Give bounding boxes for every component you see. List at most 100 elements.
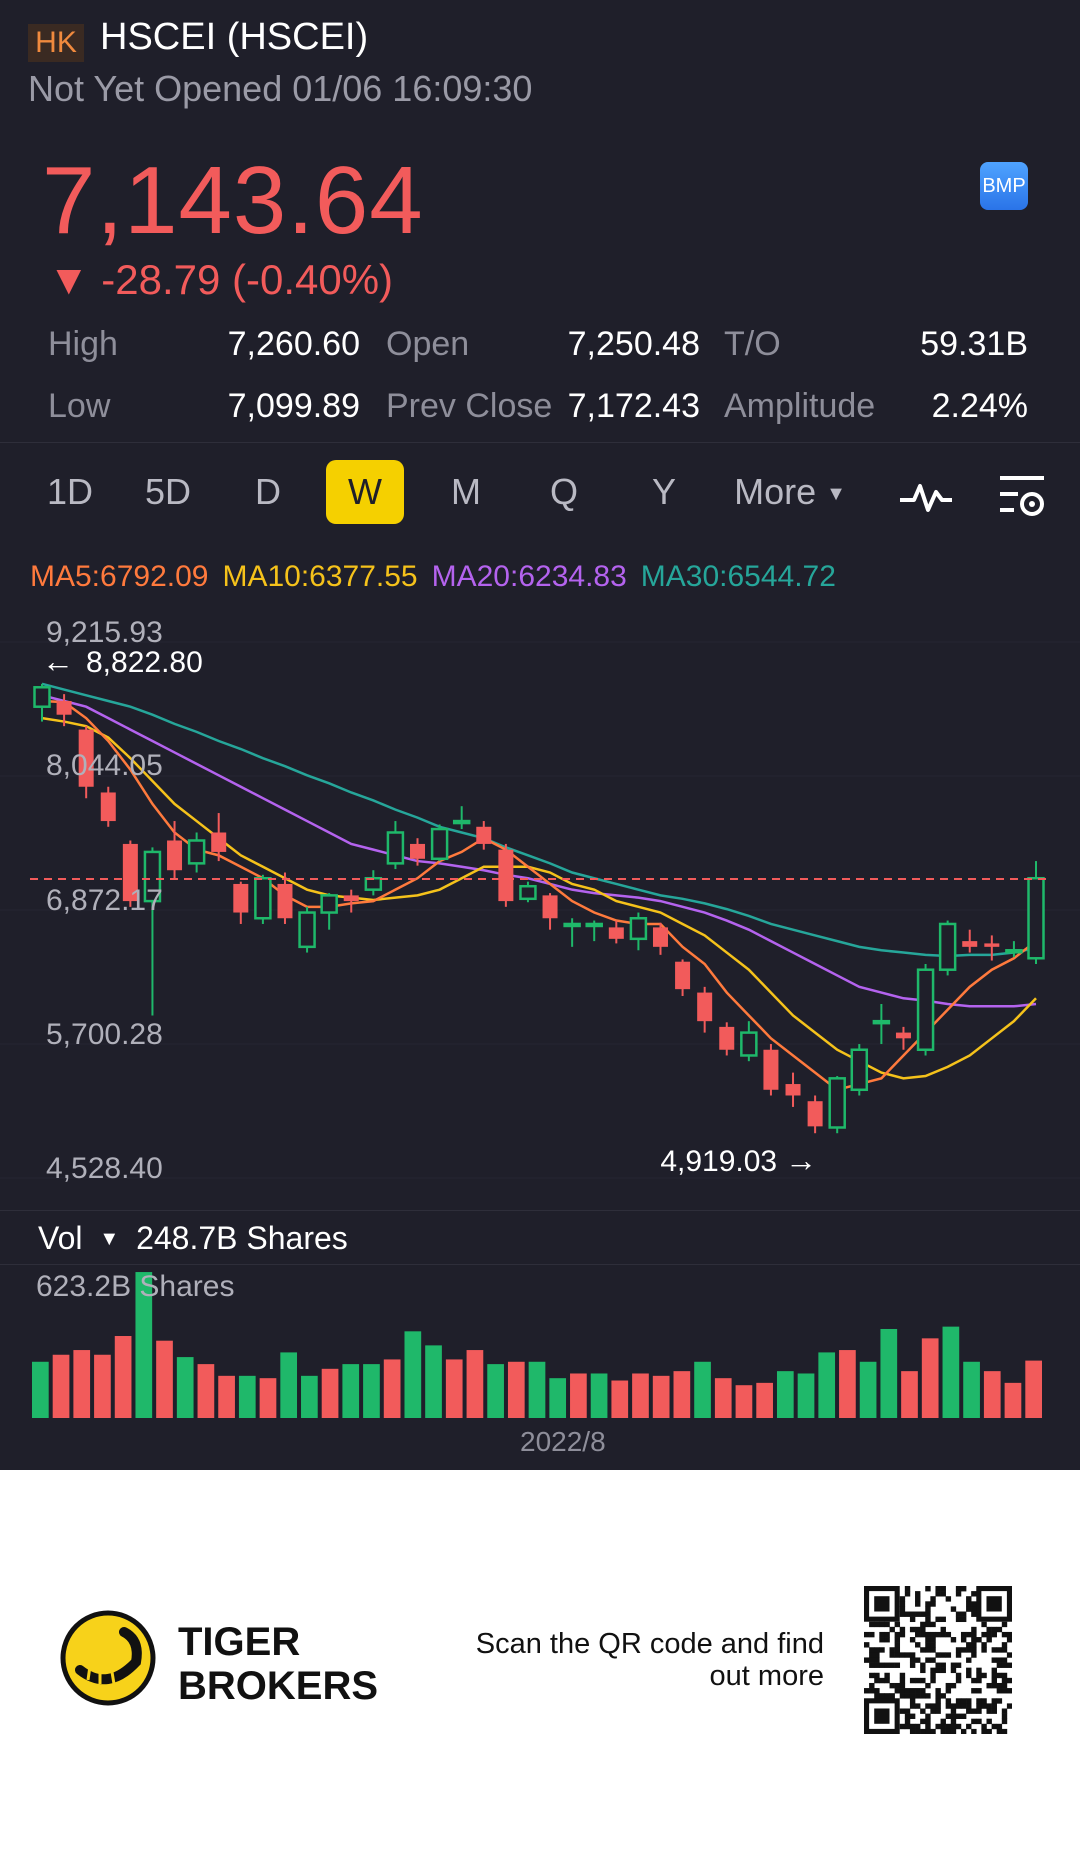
candle-body xyxy=(211,832,227,852)
candle xyxy=(430,824,449,862)
tab-more[interactable]: More ▼ xyxy=(730,460,850,524)
candle xyxy=(1027,861,1045,964)
candle-body xyxy=(807,1101,823,1127)
tab-q[interactable]: Q xyxy=(549,471,578,512)
candle-body xyxy=(343,895,359,902)
candle-body xyxy=(498,849,514,902)
candle-body xyxy=(675,961,691,990)
indicator-wave-icon[interactable] xyxy=(898,476,954,516)
low-value: 7,099.89 xyxy=(227,387,360,425)
bmp-icon[interactable]: BMP xyxy=(980,162,1028,210)
candle-body xyxy=(608,927,624,939)
tab-d[interactable]: D xyxy=(255,471,281,512)
volume-bar xyxy=(280,1352,298,1418)
volume-bar xyxy=(156,1340,173,1418)
chart-settings-icon[interactable] xyxy=(998,472,1048,520)
candle-body xyxy=(1005,949,1023,954)
candle-body xyxy=(697,992,713,1022)
candle xyxy=(211,813,227,862)
candle-body xyxy=(542,895,558,919)
ma20-line xyxy=(41,694,1037,1008)
volume-bar xyxy=(652,1375,670,1418)
candle-body xyxy=(430,827,449,861)
candle xyxy=(938,920,957,976)
price-axis-label: 4,528.40 xyxy=(46,1152,163,1185)
prev-close-label: Prev Close xyxy=(386,387,553,425)
tab-m[interactable]: M xyxy=(451,471,481,512)
volume-bar xyxy=(942,1326,960,1418)
candle xyxy=(364,870,383,896)
price-axis-label: 5,700.28 xyxy=(46,1018,163,1051)
volume-bar xyxy=(818,1352,836,1418)
candle-body xyxy=(320,894,338,914)
candle xyxy=(807,1095,823,1134)
candlestick-chart[interactable]: 9,215.93 8,044.05 6,872.17 5,700.28 4,528.40… xyxy=(0,610,1080,1470)
last-price: 7,143.64 xyxy=(42,147,424,254)
candle xyxy=(187,832,206,873)
tab-y[interactable]: Y xyxy=(651,471,676,512)
tab-1d[interactable]: 1D xyxy=(46,471,94,512)
volume-bar xyxy=(632,1373,649,1418)
volume-bar xyxy=(694,1361,711,1418)
high-value: 7,260.60 xyxy=(227,325,360,363)
amplitude-label: Amplitude xyxy=(724,387,876,425)
open-value: 7,250.48 xyxy=(567,325,700,363)
candle-body xyxy=(652,927,668,947)
ma10-value: MA10:6377.55 xyxy=(222,560,418,593)
tab-more-label: More xyxy=(734,471,817,512)
volume-bar xyxy=(52,1354,70,1418)
tiger-logo-icon xyxy=(60,1610,156,1706)
tab-w[interactable]: W xyxy=(326,460,404,524)
candle xyxy=(33,683,51,722)
volume-bar xyxy=(114,1336,132,1418)
low-label: Low xyxy=(48,387,111,425)
candle-body xyxy=(916,968,935,1051)
candle xyxy=(785,1072,801,1107)
volume-bar xyxy=(673,1371,691,1418)
open-label: Open xyxy=(386,325,470,363)
candle-body xyxy=(143,850,162,903)
candle xyxy=(410,838,426,866)
candle-body xyxy=(763,1049,779,1090)
candle-body xyxy=(100,792,116,822)
volume-bar xyxy=(839,1350,856,1418)
volume-current: 248.7B Shares xyxy=(136,1220,348,1256)
period-tabs: 1D 5D D W M Q Y More ▼ xyxy=(0,450,1080,532)
volume-bar xyxy=(507,1361,525,1418)
candle xyxy=(498,843,514,907)
tab-5d[interactable]: 5D xyxy=(144,471,192,512)
candle xyxy=(143,847,162,1016)
candle xyxy=(233,881,249,924)
candle xyxy=(298,906,316,953)
high-annotation: ← 8,822.80 xyxy=(42,643,203,679)
candle xyxy=(916,963,935,1056)
high-annotation-label: 8,822.80 xyxy=(86,646,203,679)
ma5-value: MA5:6792.09 xyxy=(30,560,209,593)
volume-bar xyxy=(528,1361,546,1418)
candle xyxy=(254,874,272,924)
volume-bar xyxy=(383,1359,401,1418)
candle-body xyxy=(719,1026,735,1050)
page-title: HSCEI (HSCEI) xyxy=(100,16,369,58)
volume-bar xyxy=(259,1378,277,1418)
volume-bar xyxy=(901,1371,918,1418)
volume-bar xyxy=(404,1331,422,1418)
volume-label: Vol xyxy=(38,1220,83,1256)
candle xyxy=(343,889,359,913)
qr-code-icon[interactable] xyxy=(864,1586,1012,1734)
candle-body xyxy=(872,1019,891,1025)
prev-close-value: 7,172.43 xyxy=(567,387,700,425)
candle-body xyxy=(33,686,51,708)
candle-body xyxy=(563,922,581,928)
candle-body xyxy=(386,831,405,865)
candle xyxy=(872,1004,891,1045)
volume-bar xyxy=(342,1364,360,1418)
volume-max-label: 623.2B Shares xyxy=(36,1270,235,1303)
volume-bar xyxy=(590,1373,608,1418)
volume-header[interactable]: Vol ▼ 248.7B Shares xyxy=(38,1220,348,1257)
candle-body xyxy=(938,922,957,971)
candle xyxy=(320,893,338,930)
candle-body xyxy=(629,917,648,941)
candle-body xyxy=(122,843,138,902)
volume-bar xyxy=(32,1361,49,1418)
